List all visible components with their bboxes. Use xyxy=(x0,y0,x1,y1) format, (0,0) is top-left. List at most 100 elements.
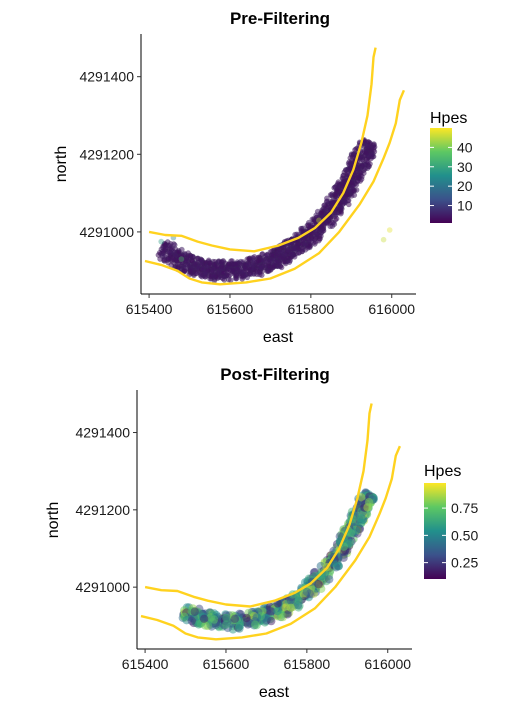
data-point xyxy=(178,246,185,253)
data-point xyxy=(190,607,199,616)
data-point xyxy=(304,245,311,251)
colorbar-pre xyxy=(430,128,452,223)
data-point-outlier xyxy=(178,256,185,262)
data-point xyxy=(316,233,323,239)
data-point xyxy=(171,242,178,248)
boundary-line-1 xyxy=(144,403,373,608)
data-point xyxy=(157,256,163,262)
data-point xyxy=(276,248,282,255)
data-point xyxy=(331,185,338,191)
legend-pre: Hpes 10 20 30 40 xyxy=(430,110,473,223)
boundary-line-1 xyxy=(148,47,377,253)
data-point xyxy=(242,264,249,271)
data-point-outlier xyxy=(158,238,164,245)
data-point-outlier xyxy=(380,236,387,243)
data-point xyxy=(200,266,206,272)
data-point xyxy=(346,538,355,547)
data-point xyxy=(349,154,356,160)
data-point xyxy=(332,191,339,198)
data-point xyxy=(266,607,275,616)
legend-title-pre: Hpes xyxy=(430,110,467,127)
data-point xyxy=(333,215,340,222)
data-point xyxy=(254,268,261,275)
legend-tick-label: 0.25 xyxy=(451,555,478,571)
chart-title-pre: Pre-Filtering xyxy=(230,9,330,28)
y-tick-label: 4291200 xyxy=(75,502,130,518)
data-point xyxy=(214,264,221,270)
x-ticks-post: 615400 615600 615800 616000 xyxy=(122,649,411,672)
data-point xyxy=(167,249,174,256)
points-post xyxy=(178,488,378,634)
legend-tick-label: 40 xyxy=(457,139,473,155)
data-point xyxy=(308,238,315,245)
data-point xyxy=(244,274,251,281)
data-point xyxy=(285,247,291,253)
data-point xyxy=(269,252,275,259)
chart-title-post: Post-Filtering xyxy=(220,365,330,384)
x-tick-label: 615800 xyxy=(287,301,334,317)
data-point xyxy=(323,203,329,210)
data-point xyxy=(288,251,295,257)
data-point xyxy=(367,152,374,158)
legend-post: Hpes 0.25 0.50 0.75 xyxy=(424,463,478,579)
data-point xyxy=(350,188,357,195)
plot-area-pre xyxy=(144,47,406,286)
data-point xyxy=(232,261,239,268)
data-point xyxy=(201,621,210,630)
colorbar-post xyxy=(424,483,446,579)
x-tick-label: 615400 xyxy=(122,656,169,672)
data-point xyxy=(278,254,284,261)
data-point xyxy=(363,150,370,156)
data-point xyxy=(325,575,334,584)
data-point xyxy=(335,179,342,185)
data-point xyxy=(314,580,323,589)
data-point xyxy=(187,268,194,274)
plot-area-post xyxy=(140,403,402,641)
data-point xyxy=(370,144,377,151)
data-point xyxy=(209,615,219,624)
data-point xyxy=(251,620,260,629)
data-point xyxy=(283,610,292,619)
data-point xyxy=(178,253,185,260)
data-point xyxy=(187,616,196,626)
data-point xyxy=(165,256,172,262)
legend-ticks-pre: 10 20 30 40 xyxy=(430,139,473,214)
y-tick-label: 4291000 xyxy=(79,224,134,240)
data-point xyxy=(318,209,325,216)
panel-pre-filtering: Pre-Filtering 615400 615600 615800 616000 4… xyxy=(53,9,473,346)
data-point xyxy=(230,614,240,623)
data-point xyxy=(199,273,205,280)
x-tick-label: 615600 xyxy=(207,301,254,317)
data-point xyxy=(245,261,252,268)
y-ticks-pre: 4291000 4291200 4291400 xyxy=(79,69,141,240)
boundary-line-2 xyxy=(140,445,402,641)
y-tick-label: 4291200 xyxy=(79,146,134,162)
y-axis-label-pre: north xyxy=(53,146,70,182)
data-point xyxy=(199,614,209,623)
data-point xyxy=(266,263,273,270)
data-point xyxy=(305,223,312,229)
data-point xyxy=(356,165,362,172)
data-point xyxy=(222,620,231,629)
data-point xyxy=(225,272,232,279)
data-point xyxy=(346,159,353,165)
data-point xyxy=(257,264,264,270)
data-point xyxy=(364,498,374,507)
x-tick-label: 616000 xyxy=(364,656,411,672)
x-axis-label-pre: east xyxy=(263,329,294,346)
data-point xyxy=(357,154,364,161)
data-point xyxy=(263,252,270,258)
data-point xyxy=(337,205,344,211)
data-point xyxy=(256,257,262,264)
data-point xyxy=(182,258,189,265)
y-tick-label: 4291000 xyxy=(75,579,130,595)
boundaries-pre xyxy=(144,47,406,286)
panel-post-filtering: Post-Filtering 615400 615600 615800 616000 … xyxy=(45,365,478,701)
data-point xyxy=(302,587,312,597)
data-point xyxy=(273,606,282,616)
legend-tick-label: 30 xyxy=(457,159,473,175)
data-point xyxy=(294,596,303,605)
data-point xyxy=(344,191,350,198)
y-tick-label: 4291400 xyxy=(75,425,130,441)
